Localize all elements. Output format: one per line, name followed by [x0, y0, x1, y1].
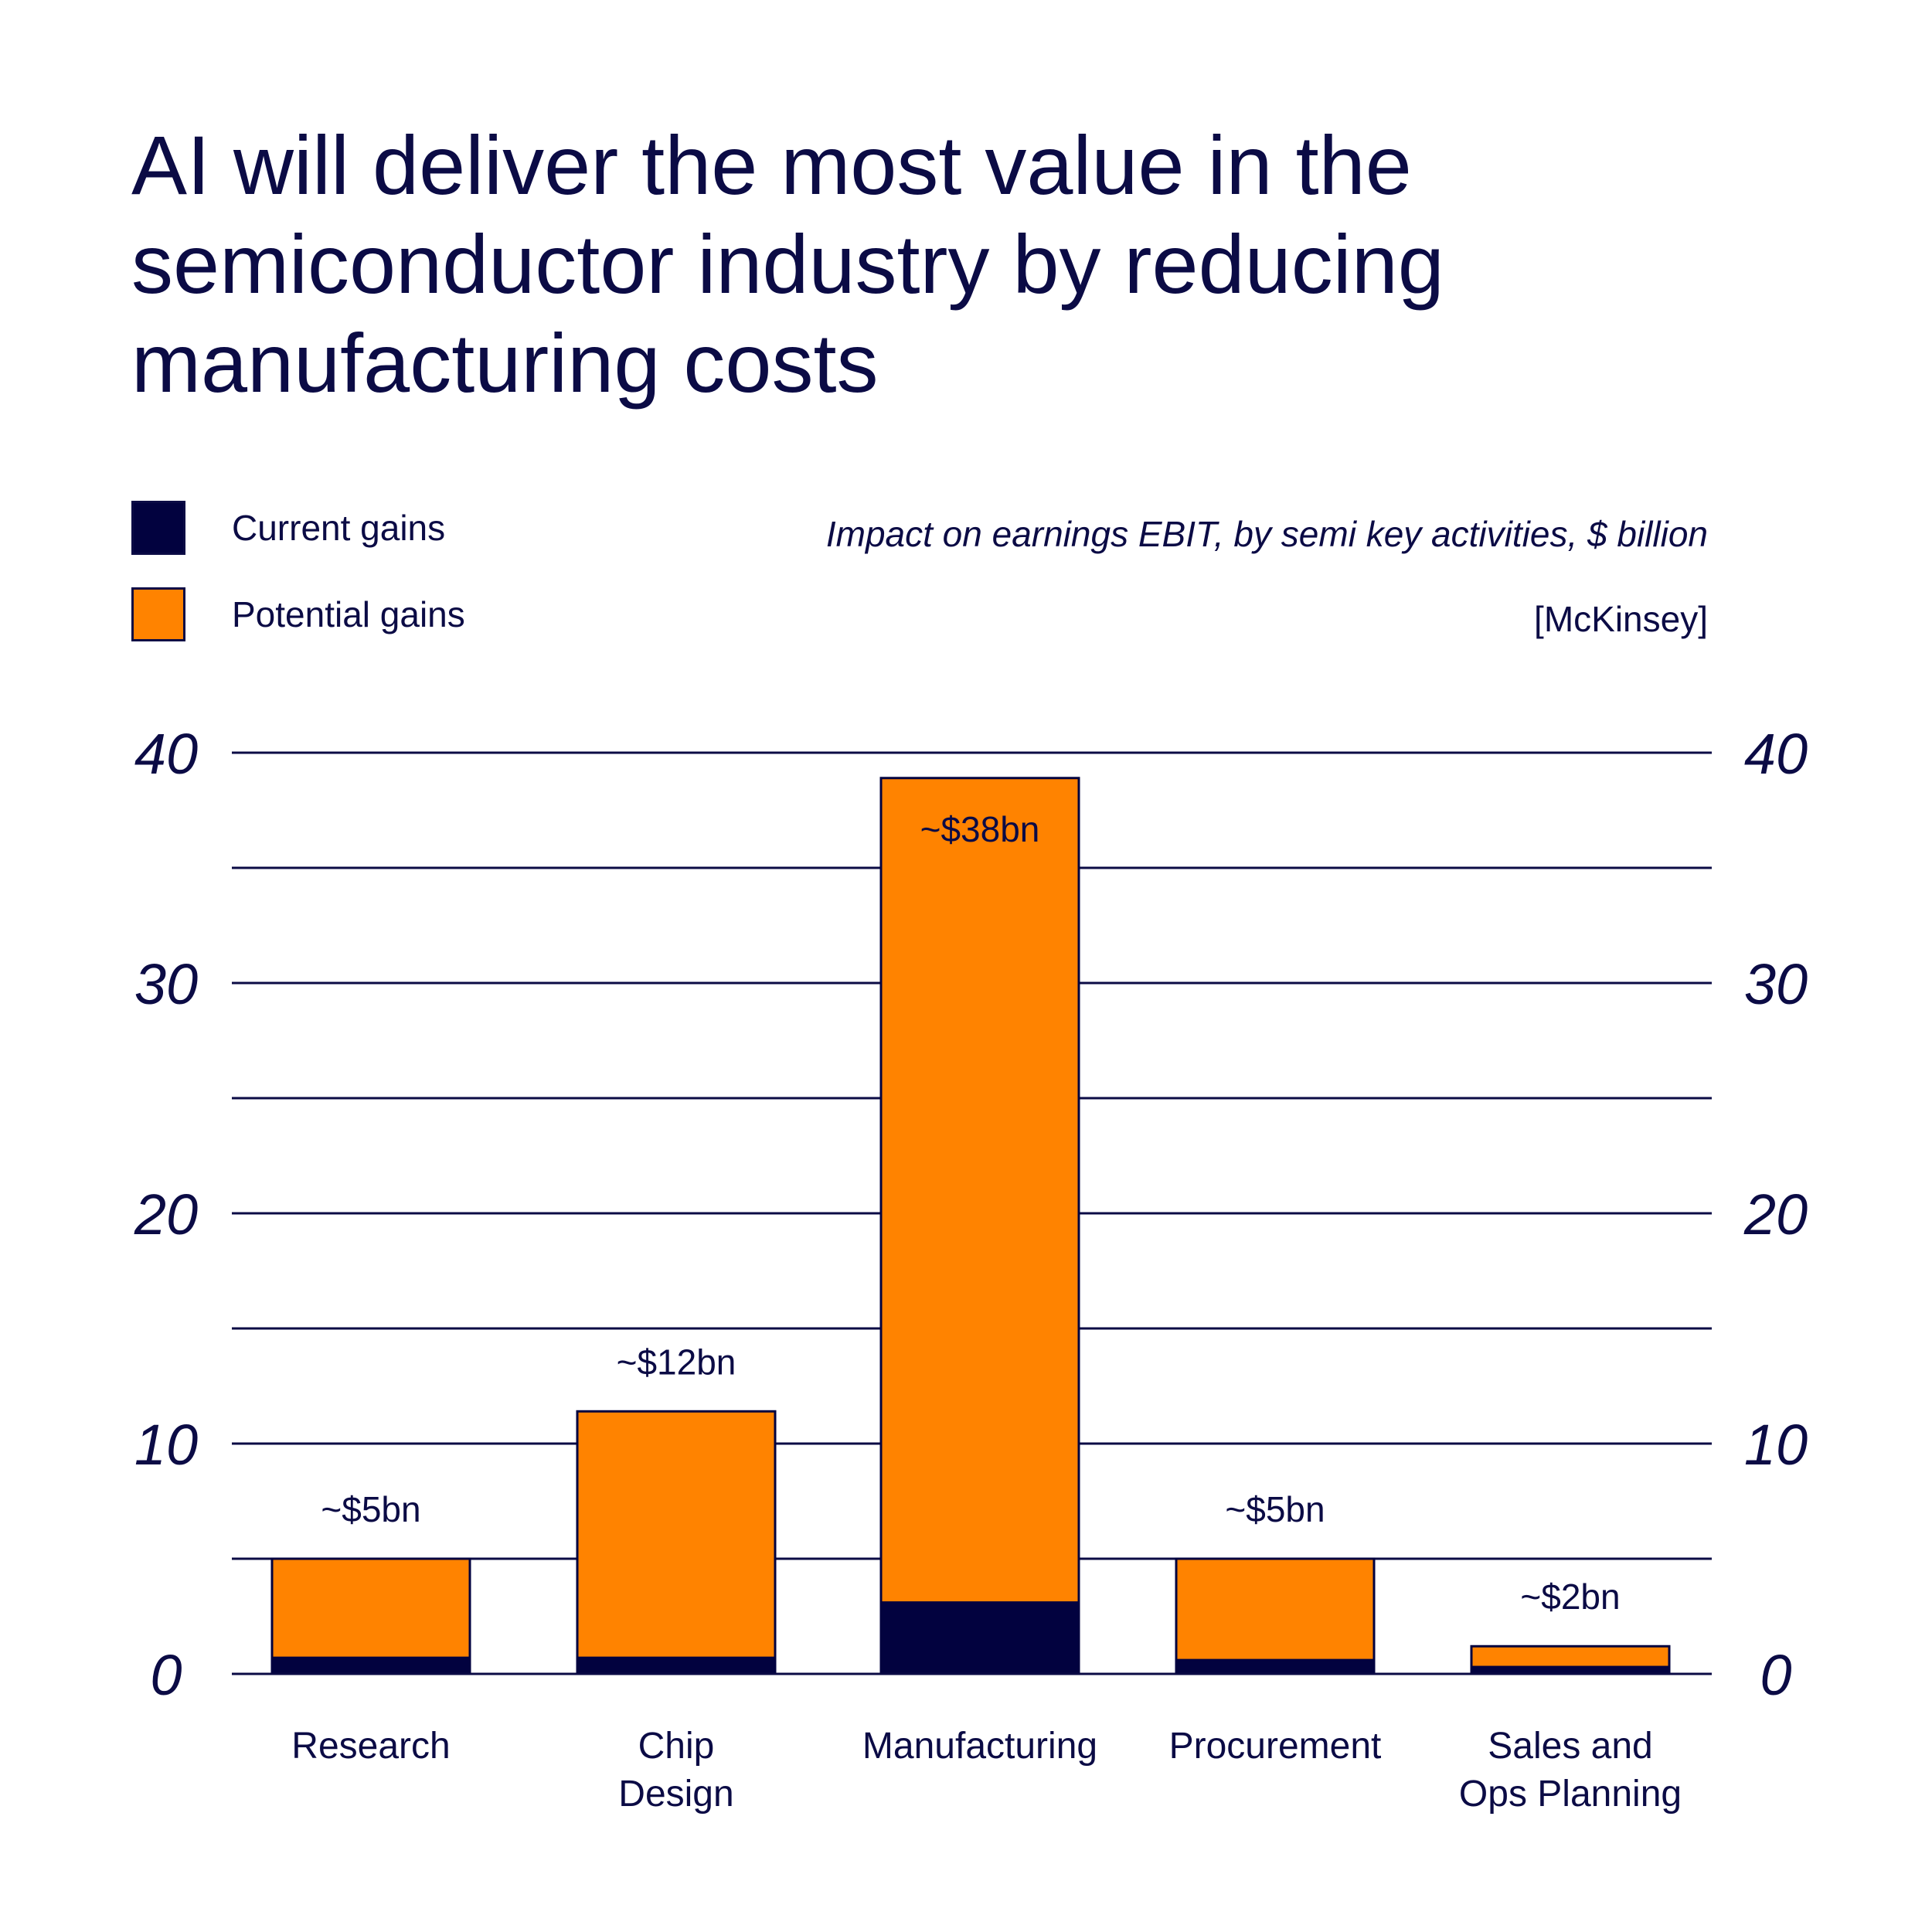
legend-label-potential: Potential gains: [232, 594, 465, 634]
bar-potential: [879, 777, 1080, 1675]
chart-title: AI will deliver the most value in the se…: [131, 118, 1444, 410]
y-tick-label-right: 0: [1760, 1643, 1791, 1707]
data-label: ~$5bn: [321, 1489, 420, 1529]
y-tick-label-right: 40: [1744, 722, 1808, 786]
data-label: ~$2bn: [1520, 1577, 1620, 1617]
y-tick-label-left: 10: [134, 1413, 198, 1477]
x-tick-label: Chip: [638, 1726, 715, 1767]
x-tick-label: Design: [618, 1774, 733, 1815]
bar-potential: [1175, 1557, 1376, 1675]
bar-current: [879, 1601, 1080, 1675]
y-tick-label-right: 20: [1743, 1182, 1808, 1247]
y-tick-label-left: 40: [134, 722, 198, 786]
legend-label-current: Current gains: [232, 508, 446, 548]
bar-current: [576, 1656, 777, 1675]
y-tick-label-right: 10: [1744, 1413, 1808, 1477]
x-tick-label: Sales and: [1488, 1726, 1653, 1767]
x-tick-label: Manufacturing: [862, 1726, 1097, 1767]
x-tick-label: Research: [291, 1726, 450, 1767]
legend-item-current: Current gains: [131, 499, 445, 556]
bar-potential: [270, 1557, 471, 1675]
y-tick-label-left: 30: [134, 952, 198, 1016]
x-tick-label: Ops Planning: [1459, 1774, 1682, 1815]
chart-source: [McKinsey]: [1534, 599, 1708, 639]
x-tick-label: Procurement: [1169, 1726, 1382, 1767]
data-label: ~$12bn: [617, 1342, 736, 1382]
chart-subtitle: Impact on earnings EBIT, by semi key act…: [825, 514, 1708, 554]
y-tick-label-left: 0: [150, 1643, 182, 1707]
bar-current: [270, 1656, 471, 1675]
legend-swatch-potential: [131, 587, 185, 641]
data-label: ~$5bn: [1225, 1489, 1325, 1529]
y-tick-label-right: 30: [1744, 952, 1808, 1016]
bar-potential: [576, 1410, 777, 1675]
y-tick-label-left: 20: [134, 1182, 198, 1247]
legend-swatch-current: [131, 501, 185, 555]
legend-item-potential: Potential gains: [131, 586, 465, 643]
bar-current: [1175, 1658, 1376, 1675]
data-label: ~$38bn: [920, 809, 1040, 849]
